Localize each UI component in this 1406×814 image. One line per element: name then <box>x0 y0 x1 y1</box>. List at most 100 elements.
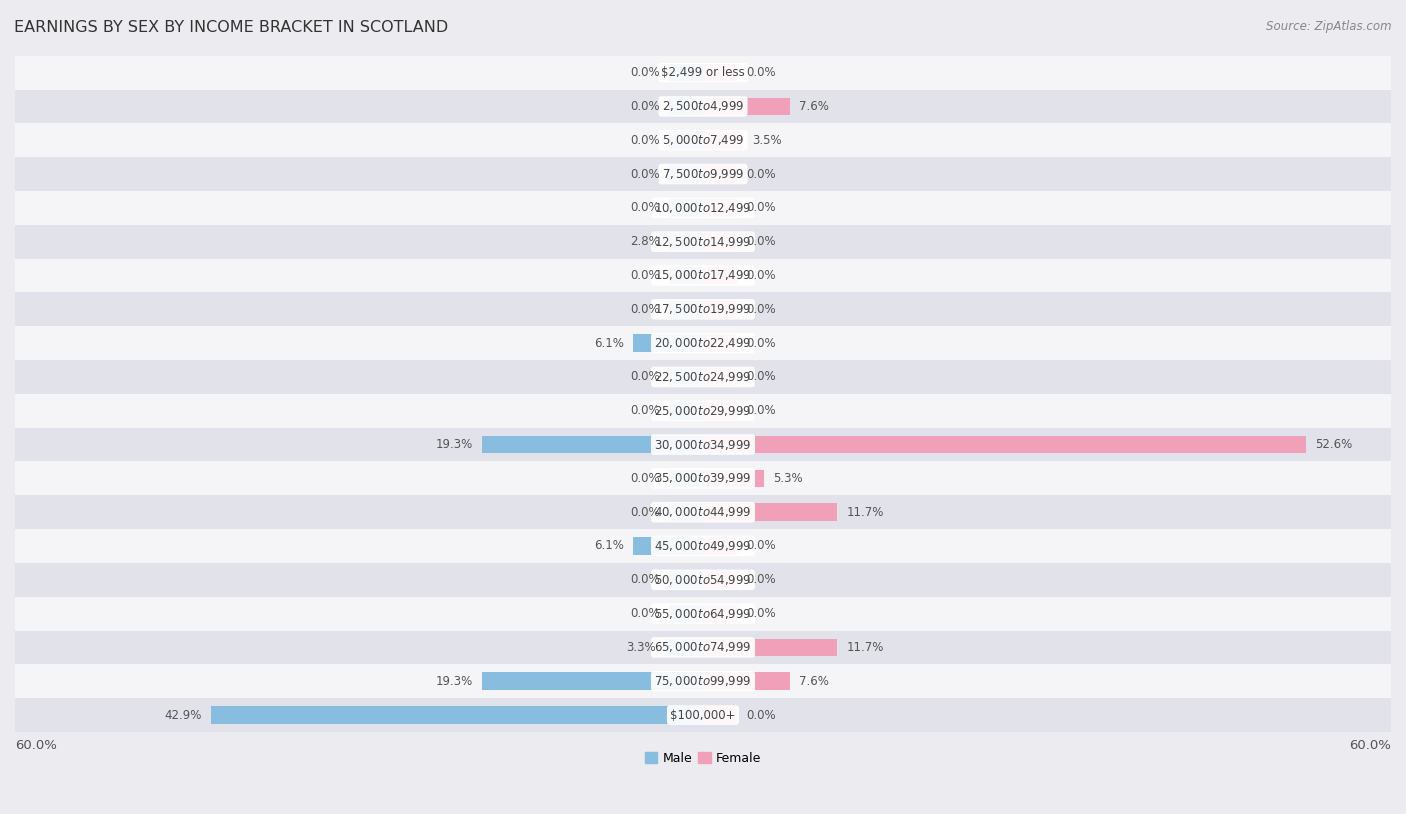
Text: 0.0%: 0.0% <box>630 269 659 282</box>
Text: $22,500 to $24,999: $22,500 to $24,999 <box>654 370 752 384</box>
Bar <box>669 233 703 251</box>
Text: 0.0%: 0.0% <box>630 472 659 485</box>
Bar <box>703 537 737 555</box>
Text: 0.0%: 0.0% <box>747 405 776 418</box>
Text: $55,000 to $64,999: $55,000 to $64,999 <box>654 606 752 620</box>
Text: $65,000 to $74,999: $65,000 to $74,999 <box>654 641 752 654</box>
Bar <box>633 537 703 555</box>
Text: 60.0%: 60.0% <box>1350 739 1391 752</box>
Text: 2.8%: 2.8% <box>630 235 659 248</box>
Bar <box>703 470 763 487</box>
Text: $2,500 to $4,999: $2,500 to $4,999 <box>662 99 744 113</box>
Text: 0.0%: 0.0% <box>747 573 776 586</box>
Text: 0.0%: 0.0% <box>630 607 659 620</box>
Text: 0.0%: 0.0% <box>747 708 776 721</box>
Bar <box>15 326 1391 360</box>
Bar <box>669 571 703 589</box>
Bar <box>669 605 703 623</box>
Text: 0.0%: 0.0% <box>747 235 776 248</box>
Text: 0.0%: 0.0% <box>747 269 776 282</box>
Bar <box>703 300 737 318</box>
Bar <box>669 131 703 149</box>
Text: $40,000 to $44,999: $40,000 to $44,999 <box>654 505 752 519</box>
Bar <box>15 259 1391 292</box>
Text: $25,000 to $29,999: $25,000 to $29,999 <box>654 404 752 418</box>
Bar <box>669 98 703 116</box>
Bar <box>669 503 703 521</box>
Text: 42.9%: 42.9% <box>165 708 202 721</box>
Text: 0.0%: 0.0% <box>630 133 659 147</box>
Text: 0.0%: 0.0% <box>747 66 776 79</box>
Bar <box>703 605 737 623</box>
Text: 0.0%: 0.0% <box>747 168 776 181</box>
Bar <box>703 335 737 352</box>
Text: $50,000 to $54,999: $50,000 to $54,999 <box>654 573 752 587</box>
Text: 0.0%: 0.0% <box>747 370 776 383</box>
Text: 0.0%: 0.0% <box>630 303 659 316</box>
Bar <box>669 267 703 284</box>
Text: 0.0%: 0.0% <box>747 540 776 553</box>
Bar <box>482 435 703 453</box>
Bar <box>703 233 737 251</box>
Bar <box>669 368 703 386</box>
Text: $45,000 to $49,999: $45,000 to $49,999 <box>654 539 752 553</box>
Bar <box>15 90 1391 124</box>
Bar <box>15 698 1391 732</box>
Bar <box>703 503 837 521</box>
Text: $5,000 to $7,499: $5,000 to $7,499 <box>662 133 744 147</box>
Text: 0.0%: 0.0% <box>747 303 776 316</box>
Text: $75,000 to $99,999: $75,000 to $99,999 <box>654 674 752 688</box>
Text: 0.0%: 0.0% <box>630 201 659 214</box>
Legend: Male, Female: Male, Female <box>640 746 766 770</box>
Bar <box>15 664 1391 698</box>
Bar <box>633 335 703 352</box>
Bar <box>703 63 737 81</box>
Bar <box>669 199 703 217</box>
Text: 3.3%: 3.3% <box>626 641 657 654</box>
Text: $2,499 or less: $2,499 or less <box>661 66 745 79</box>
Text: $20,000 to $22,499: $20,000 to $22,499 <box>654 336 752 350</box>
Bar <box>15 495 1391 529</box>
Bar <box>15 394 1391 427</box>
Bar <box>703 639 837 656</box>
Text: $15,000 to $17,499: $15,000 to $17,499 <box>654 269 752 282</box>
Bar <box>15 462 1391 495</box>
Bar <box>703 368 737 386</box>
Text: 0.0%: 0.0% <box>630 573 659 586</box>
Text: 3.5%: 3.5% <box>752 133 782 147</box>
Bar <box>15 55 1391 90</box>
Bar <box>669 402 703 419</box>
Text: $30,000 to $34,999: $30,000 to $34,999 <box>654 438 752 452</box>
Text: 0.0%: 0.0% <box>630 370 659 383</box>
Text: 0.0%: 0.0% <box>630 168 659 181</box>
Bar <box>703 707 737 724</box>
Bar <box>15 191 1391 225</box>
Bar <box>15 157 1391 191</box>
Bar <box>703 267 737 284</box>
Text: 11.7%: 11.7% <box>846 505 884 519</box>
Text: 6.1%: 6.1% <box>593 540 624 553</box>
Text: Source: ZipAtlas.com: Source: ZipAtlas.com <box>1267 20 1392 33</box>
Bar <box>669 63 703 81</box>
Text: $100,000+: $100,000+ <box>671 708 735 721</box>
Bar <box>15 427 1391 462</box>
Bar <box>15 225 1391 259</box>
Bar <box>211 707 703 724</box>
Text: 19.3%: 19.3% <box>436 438 472 451</box>
Text: 60.0%: 60.0% <box>15 739 56 752</box>
Bar <box>15 360 1391 394</box>
Text: 52.6%: 52.6% <box>1316 438 1353 451</box>
Text: $35,000 to $39,999: $35,000 to $39,999 <box>654 471 752 485</box>
Text: 0.0%: 0.0% <box>747 201 776 214</box>
Text: 0.0%: 0.0% <box>747 607 776 620</box>
Bar <box>15 529 1391 563</box>
Text: $7,500 to $9,999: $7,500 to $9,999 <box>662 167 744 181</box>
Text: 5.3%: 5.3% <box>773 472 803 485</box>
Text: 6.1%: 6.1% <box>593 337 624 349</box>
Bar <box>703 199 737 217</box>
Bar <box>703 165 737 183</box>
Text: 0.0%: 0.0% <box>630 505 659 519</box>
Bar <box>703 435 1306 453</box>
Text: 11.7%: 11.7% <box>846 641 884 654</box>
Bar <box>482 672 703 690</box>
